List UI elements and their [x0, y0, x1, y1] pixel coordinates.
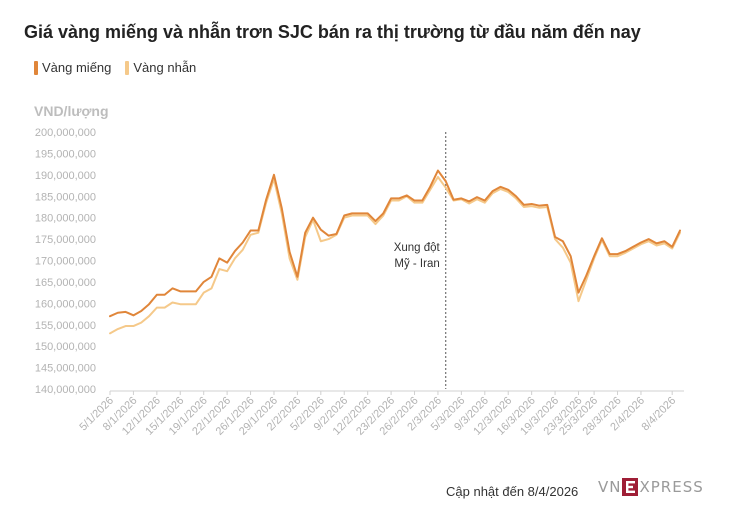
series-line-vang-mieng [109, 169, 681, 318]
y-tick-label: 140,000,000 [35, 384, 96, 396]
y-tick-label: 175,000,000 [35, 234, 96, 246]
legend: Vàng miếng Vàng nhẫn [34, 60, 196, 75]
y-tick-label: 190,000,000 [35, 170, 96, 182]
x-tick-label: 8/4/2026 [640, 395, 679, 434]
brand-e-mark [622, 478, 639, 496]
brand-left-text: VN [598, 478, 622, 496]
legend-item-vang-mieng: Vàng miếng [34, 60, 111, 75]
y-tick-label: 185,000,000 [35, 191, 96, 203]
legend-item-vang-nhan: Vàng nhẫn [125, 60, 196, 75]
annotation-label-line2: Mỹ - Iran [394, 258, 439, 270]
legend-swatch-vang-mieng [34, 60, 38, 75]
y-tick-label: 200,000,000 [35, 127, 96, 139]
legend-label-vang-nhan: Vàng nhẫn [133, 60, 197, 75]
y-tick-label: 150,000,000 [35, 341, 96, 353]
series-line-vang-nhan [109, 175, 681, 335]
brand-right-text: XPRESS [639, 478, 704, 496]
annotation-label-line1: Xung đột [394, 242, 441, 254]
legend-swatch-vang-nhan [125, 60, 130, 75]
vnexpress-logo: VN XPRESS [598, 478, 704, 496]
y-tick-label: 165,000,000 [35, 277, 96, 289]
chart-title: Giá vàng miếng và nhẫn trơn SJC bán ra t… [24, 22, 641, 42]
legend-label-vang-mieng: Vàng miếng [42, 60, 112, 75]
y-tick-label: 170,000,000 [35, 256, 96, 268]
y-axis-unit-label: VND/lượng [34, 103, 109, 119]
y-tick-label: 155,000,000 [35, 320, 96, 332]
updated-note: Cập nhật đến 8/4/2026 [446, 484, 579, 499]
y-tick-label: 195,000,000 [35, 148, 96, 160]
y-tick-label: 180,000,000 [35, 213, 96, 225]
y-tick-label: 145,000,000 [35, 363, 96, 375]
y-tick-label: 160,000,000 [35, 298, 96, 310]
